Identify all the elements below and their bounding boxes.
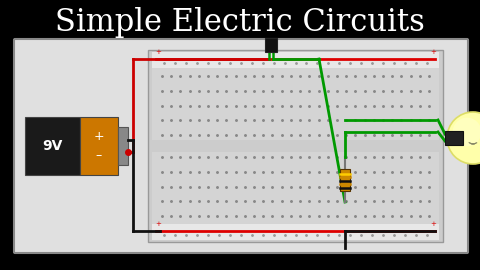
- Text: +: +: [94, 130, 104, 143]
- Bar: [152, 52, 439, 68]
- Bar: [445, 131, 463, 145]
- Bar: [152, 140, 439, 152]
- Bar: [148, 50, 443, 242]
- Bar: [80, 117, 118, 175]
- Bar: [152, 224, 439, 240]
- Text: +: +: [430, 49, 436, 55]
- Text: 9V: 9V: [42, 139, 63, 153]
- Bar: [340, 168, 350, 191]
- Bar: [25, 117, 80, 175]
- Bar: [118, 127, 128, 165]
- Text: Simple Electric Circuits: Simple Electric Circuits: [55, 6, 425, 38]
- Text: +: +: [155, 221, 161, 227]
- FancyBboxPatch shape: [14, 39, 468, 253]
- Bar: [152, 68, 439, 224]
- Text: +: +: [430, 221, 436, 227]
- Bar: [265, 38, 277, 52]
- Circle shape: [453, 118, 480, 146]
- Text: –: –: [96, 150, 102, 163]
- Text: +: +: [155, 49, 161, 55]
- Circle shape: [447, 112, 480, 164]
